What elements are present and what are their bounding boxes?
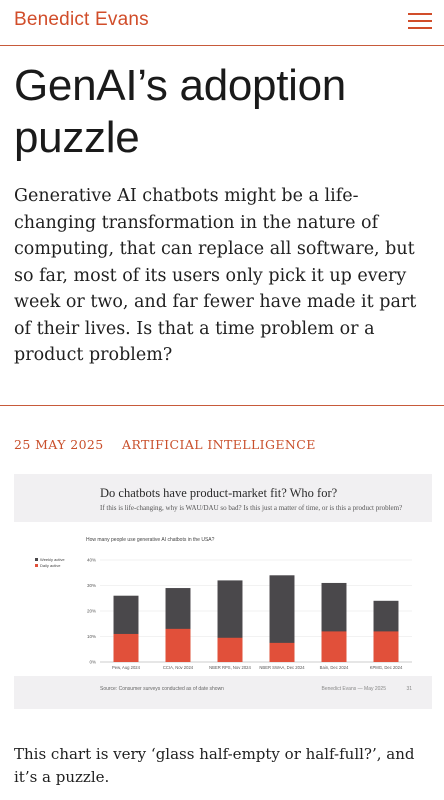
section-divider: [0, 405, 444, 406]
legend-label: Daily active: [40, 563, 61, 568]
menu-line: [408, 27, 432, 29]
bar-daily-active: [113, 633, 139, 662]
y-tick-label: 0%: [89, 660, 96, 665]
category-link[interactable]: ARTIFICIAL INTELLIGENCE: [122, 437, 316, 452]
legend-swatch: [35, 558, 38, 561]
figure-title: Do chatbots have product-market fit? Who…: [100, 486, 338, 500]
chart-bars: [113, 575, 399, 662]
bar-daily-active: [165, 628, 191, 662]
y-tick-label: 20%: [87, 609, 96, 614]
y-tick-label: 40%: [87, 558, 96, 563]
bar-daily-active: [373, 631, 399, 662]
article-dek: Generative AI chatbots might be a life-c…: [14, 186, 417, 365]
menu-line: [408, 13, 432, 15]
y-tick-label: 30%: [87, 583, 96, 588]
chart-title: How many people use generative AI chatbo…: [86, 537, 215, 543]
site-header: Benedict Evans: [0, 0, 444, 46]
x-tick-label: CCIA, Nov 2024: [163, 665, 194, 670]
bar-daily-active: [217, 637, 243, 662]
x-tick-label: NBER SWAA, Dec 2024: [259, 665, 305, 670]
x-tick-label: Pew, Aug 2024: [112, 665, 141, 670]
article-meta: 25 MAY 2025 ARTIFICIAL INTELLIGENCE: [14, 437, 316, 452]
legend-label: Weekly active: [40, 557, 65, 562]
article-body-paragraph: This chart is very ‘glass half-empty or …: [14, 745, 415, 786]
article-title: GenAI’s adoption puzzle: [14, 61, 346, 162]
figure-credit: Benedict Evans — May 2025: [321, 686, 387, 692]
chart-figure[interactable]: Do chatbots have product-market fit? Who…: [14, 474, 432, 709]
x-tick-label: NBER RPS, Nov 2024: [209, 665, 251, 670]
menu-line: [408, 20, 432, 22]
figure-subtitle: If this is life-changing, why is WAU/DAU…: [100, 504, 403, 512]
legend-swatch: [35, 564, 38, 567]
chart-panel: How many people use generative AI chatbo…: [14, 522, 432, 676]
x-tick-label: KPMG, Dec 2024: [370, 665, 403, 670]
bar-daily-active: [269, 642, 295, 662]
bar-chart: How many people use generative AI chatbo…: [35, 537, 412, 670]
figure-page-number: 31: [406, 686, 412, 692]
article-date: 25 MAY 2025: [14, 437, 104, 452]
hamburger-menu-icon[interactable]: [408, 12, 432, 30]
chart-grid: 0% 10% 20% 30% 40%: [87, 558, 412, 665]
chart-x-labels: Pew, Aug 2024 CCIA, Nov 2024 NBER RPS, Nov…: [112, 665, 403, 670]
credit-author: Benedict Evans: [321, 686, 357, 692]
site-logo-link[interactable]: Benedict Evans: [14, 9, 149, 30]
credit-date: May 2025: [364, 686, 386, 692]
bar-daily-active: [321, 631, 347, 662]
y-tick-label: 10%: [87, 634, 96, 639]
figure-source: Source: Consumer surveys conducted as of…: [100, 686, 224, 692]
x-tick-label: Bain, Dec 2024: [320, 665, 349, 670]
